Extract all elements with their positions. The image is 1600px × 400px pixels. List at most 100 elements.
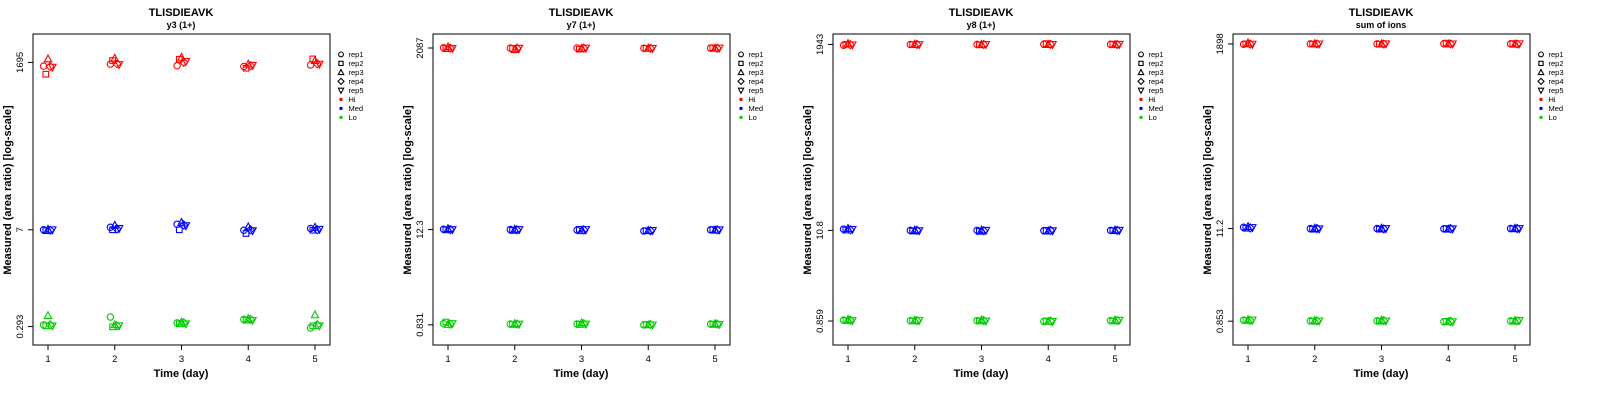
data-point	[842, 317, 850, 324]
data-point	[1048, 227, 1058, 236]
data-point	[1512, 316, 1522, 326]
triangle-down-icon	[1537, 87, 1545, 95]
data-point	[847, 317, 857, 326]
data-point	[1112, 315, 1122, 326]
plot-canvas-y7: TLISDIEAVK y7 (1+) Measured (area ratio)…	[402, 7, 764, 380]
data-point	[43, 310, 53, 320]
data-point	[645, 43, 656, 54]
data-point	[1378, 315, 1389, 326]
legend-rep-label: rep1	[749, 50, 764, 59]
chart-subtitle: y7 (1+)	[567, 20, 596, 30]
triangle-down-icon	[337, 87, 345, 95]
diamond-icon	[737, 77, 745, 86]
legend-level-label: Hi	[1549, 95, 1556, 104]
data-point	[581, 226, 591, 235]
legend-level-label: Hi	[1149, 95, 1156, 104]
triangle-up-icon	[1137, 68, 1145, 76]
data-point	[1378, 224, 1389, 234]
data-point	[1442, 39, 1450, 47]
data-point	[512, 319, 522, 329]
data-point	[847, 41, 857, 50]
data-point	[1448, 225, 1458, 234]
data-point	[447, 45, 457, 54]
level-dot-icon	[739, 97, 743, 102]
data-point	[312, 225, 322, 235]
level-dot-icon	[739, 106, 743, 111]
data-point	[178, 318, 189, 328]
data-point	[509, 227, 516, 234]
data-point	[1247, 224, 1257, 233]
legend-level-label: Lo	[349, 113, 357, 122]
data-point	[975, 228, 983, 235]
data-point	[245, 60, 256, 71]
legend-level-label: Hi	[749, 95, 756, 104]
legend-rep-label: rep2	[349, 59, 364, 68]
data-point	[1509, 40, 1517, 47]
x-axis-label: Time (day)	[554, 368, 609, 380]
data-point	[1448, 318, 1458, 327]
x-tick-label: 5	[1512, 354, 1517, 365]
data-point	[712, 43, 722, 53]
y-tick-label: 12.3	[415, 220, 426, 239]
data-point	[575, 45, 583, 53]
x-tick-label: 4	[646, 354, 651, 365]
data-point	[1042, 227, 1050, 234]
legend-rep-label: rep3	[1149, 68, 1164, 77]
data-point	[1314, 317, 1324, 326]
level-dot-icon	[1539, 97, 1543, 102]
data-point	[714, 226, 724, 235]
plot-box	[1232, 33, 1531, 346]
triangle-up-icon	[1537, 68, 1545, 76]
data-point	[581, 44, 591, 54]
chart-subtitle: y3 (1+)	[167, 20, 196, 30]
data-point	[181, 222, 191, 231]
data-point	[1448, 40, 1458, 50]
y-tick-label: 0.859	[815, 309, 826, 333]
chart-title: TLISDIEAVK	[1349, 7, 1414, 19]
data-point	[1242, 40, 1250, 48]
level-dot-icon	[739, 115, 743, 120]
data-point	[1109, 227, 1117, 235]
y-tick-label: 7	[15, 227, 26, 232]
y-tick-label: 0.293	[15, 315, 26, 339]
triangle-up-icon	[737, 68, 745, 76]
legend-rep-label: rep1	[1149, 50, 1164, 59]
data-point	[514, 320, 524, 330]
plot-marks: 1695 7 0.293 1 2 3 4 5	[15, 52, 324, 365]
data-point	[1312, 39, 1322, 49]
data-point	[312, 58, 322, 69]
data-point	[981, 226, 991, 236]
level-dot-icon	[339, 106, 343, 111]
chart-panel-y3: TLISDIEAVK y3 (1+) Measured (area ratio)…	[0, 0, 400, 400]
level-dot-icon	[1139, 97, 1143, 102]
legend-level-label: Lo	[1549, 113, 1557, 122]
legend-rep-label: rep2	[1149, 59, 1164, 68]
chart-subtitle: sum of ions	[1356, 20, 1407, 30]
data-point	[842, 40, 850, 48]
circle-icon	[1138, 51, 1144, 58]
data-point	[181, 320, 191, 329]
data-point	[1314, 40, 1324, 49]
data-point	[181, 57, 191, 67]
plot-marks: 1943 10.8 0.859 1 2 3 4 5	[815, 34, 1124, 365]
chart-panel-sum: TLISDIEAVK sum of ions Measured (area ra…	[1200, 0, 1600, 400]
data-point	[112, 58, 122, 69]
data-point	[310, 309, 320, 319]
data-point	[845, 315, 855, 325]
chart-title: TLISDIEAVK	[549, 7, 614, 19]
data-point	[514, 44, 524, 54]
chart-title: TLISDIEAVK	[149, 7, 214, 19]
data-point	[1109, 317, 1117, 325]
x-tick-label: 1	[45, 354, 50, 365]
legend-rep-label: rep4	[1149, 77, 1164, 86]
data-point	[1309, 225, 1316, 233]
data-point	[978, 225, 989, 236]
data-point	[312, 320, 322, 330]
data-point	[112, 224, 122, 234]
x-tick-label: 3	[579, 354, 584, 365]
x-tick-label: 1	[845, 354, 850, 365]
y-tick-label: 0.831	[415, 313, 426, 337]
legend-level-label: Med	[349, 104, 364, 113]
data-point	[1375, 225, 1383, 233]
plot-box	[432, 33, 731, 346]
